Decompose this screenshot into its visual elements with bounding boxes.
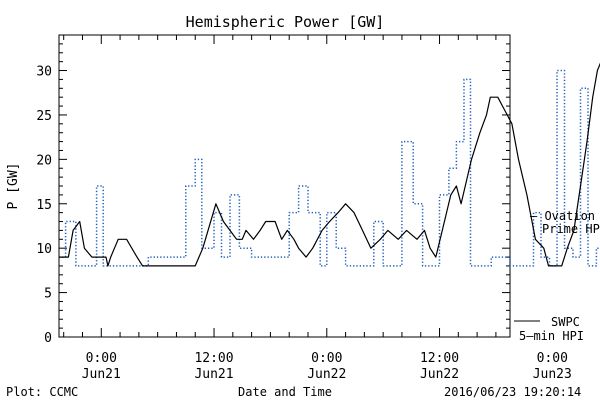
x-tick-label-date: Jun22 [307,367,346,382]
x-tick-label-date: Jun22 [420,367,459,382]
legend: — Ovation Prime HPI SWPC 5–min HPI [514,209,600,343]
legend-swpc-line2: 5–min HPI [519,329,584,343]
x-tick-label-time: 0:00 [86,351,117,366]
y-tick-label: 15 [36,198,52,213]
x-tick-label-date: Jun21 [82,367,121,382]
legend-swpc-line1: SWPC [551,315,580,329]
x-tick-label-time: 0:00 [311,351,342,366]
y-tick-label: 25 [36,109,52,124]
x-axis: 0:00Jun2112:00Jun210:00Jun2212:00Jun220:… [63,35,572,382]
x-tick-label-date: Jun21 [194,367,233,382]
footer-plot-credit: Plot: CCMC [6,385,78,399]
legend-ovation-line2: Prime HPI [542,222,600,236]
y-tick-label: 20 [36,153,52,168]
x-axis-label: Date and Time [238,385,332,399]
series-swpc-5min-hpi [59,62,600,267]
footer-timestamp: 2016/06/23 19:20:14 [444,385,581,399]
y-axis: 0 5 10 15 20 25 30 [36,34,510,346]
y-axis-label: P [GW] [6,163,21,210]
series-layer [59,62,600,267]
chart-title: Hemispheric Power [GW] [186,13,385,31]
x-tick-label-date: Jun23 [533,367,572,382]
legend-ovation-line1: — Ovation [530,209,595,223]
x-tick-label-time: 12:00 [420,351,459,366]
y-tick-label: 10 [36,242,52,257]
y-tick-label: 30 [36,65,52,80]
series-ovation-prime-hpi [59,69,600,267]
plot-frame [58,34,511,338]
y-tick-label: 5 [44,287,52,302]
x-tick-label-time: 12:00 [194,351,233,366]
y-tick-label: 0 [44,331,52,346]
x-tick-label-time: 0:00 [537,351,568,366]
